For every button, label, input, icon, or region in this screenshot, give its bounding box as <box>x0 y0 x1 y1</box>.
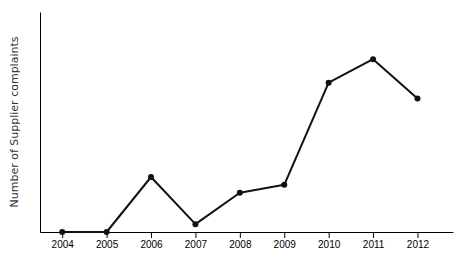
x-tick: 2012 <box>407 232 430 250</box>
x-tick: 2009 <box>274 232 297 250</box>
series <box>59 56 420 235</box>
x-tick-label: 2011 <box>363 239 385 250</box>
x-tick-label: 2008 <box>229 239 252 250</box>
point <box>414 95 420 101</box>
point <box>237 190 243 196</box>
x-tick-mark <box>329 232 330 238</box>
x-tick-mark <box>417 232 418 238</box>
point <box>281 182 287 188</box>
plot-area: 2004 2005 2006 2007 2008 2009 2010 2011 2012 <box>41 13 454 251</box>
y-axis <box>40 13 41 233</box>
chart: 2004 2005 2006 2007 2008 2009 2010 2011 2012 Numb… <box>0 0 467 262</box>
x-tick-label: 2012 <box>407 239 430 250</box>
x-tick-mark <box>151 232 152 238</box>
x-tick-label: 2007 <box>185 239 208 250</box>
x-tick-mark <box>373 232 374 238</box>
y-axis-line <box>40 13 41 233</box>
x-tick: 2011 <box>363 232 385 250</box>
x-axis: 2004 2005 2006 2007 2008 2009 2010 2011 2012 <box>41 232 454 250</box>
x-tick-mark <box>240 232 241 238</box>
point <box>148 174 154 180</box>
point <box>59 229 65 235</box>
x-tick-label: 2004 <box>52 239 75 250</box>
x-tick-mark <box>284 232 285 238</box>
line <box>62 59 417 232</box>
point <box>104 229 110 235</box>
x-tick-label: 2005 <box>96 239 119 250</box>
x-tick-label: 2006 <box>140 239 163 250</box>
x-tick: 2008 <box>229 232 252 250</box>
x-tick: 2007 <box>185 232 208 250</box>
x-tick: 2006 <box>140 232 163 250</box>
x-tick: 2010 <box>318 232 341 250</box>
point <box>370 56 376 62</box>
x-tick-label: 2010 <box>318 239 341 250</box>
y-axis-title: Number of Supplier complaints <box>8 36 21 207</box>
point <box>326 80 332 86</box>
point <box>192 221 198 227</box>
x-tick-mark <box>195 232 196 238</box>
x-tick-label: 2009 <box>274 239 297 250</box>
